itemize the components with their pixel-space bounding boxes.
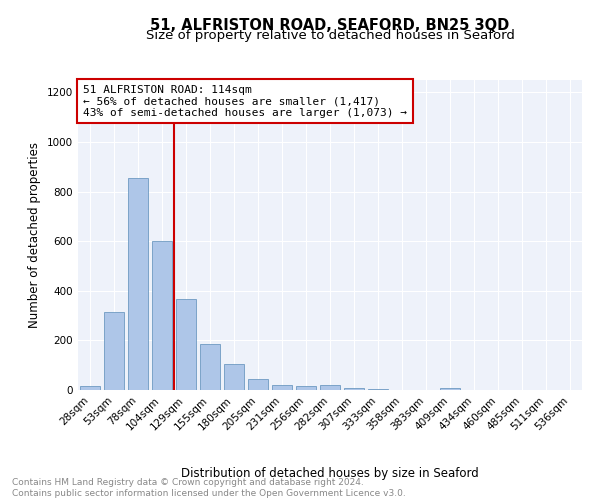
Bar <box>128 178 148 390</box>
Bar <box>104 312 124 390</box>
Bar <box>272 384 292 390</box>
Bar <box>344 388 364 390</box>
Bar <box>320 385 340 390</box>
Bar <box>440 388 460 390</box>
Bar <box>368 389 388 390</box>
Text: Size of property relative to detached houses in Seaford: Size of property relative to detached ho… <box>146 28 514 42</box>
Bar <box>176 300 196 390</box>
Bar <box>224 364 244 390</box>
Bar <box>80 386 100 390</box>
Bar <box>152 241 172 390</box>
Text: Distribution of detached houses by size in Seaford: Distribution of detached houses by size … <box>181 467 479 480</box>
Bar <box>200 344 220 390</box>
Text: 51 ALFRISTON ROAD: 114sqm
← 56% of detached houses are smaller (1,417)
43% of se: 51 ALFRISTON ROAD: 114sqm ← 56% of detac… <box>83 84 407 118</box>
Y-axis label: Number of detached properties: Number of detached properties <box>28 142 41 328</box>
Text: Contains HM Land Registry data © Crown copyright and database right 2024.
Contai: Contains HM Land Registry data © Crown c… <box>12 478 406 498</box>
Bar <box>296 386 316 390</box>
Bar <box>248 379 268 390</box>
Text: 51, ALFRISTON ROAD, SEAFORD, BN25 3QD: 51, ALFRISTON ROAD, SEAFORD, BN25 3QD <box>151 18 509 32</box>
